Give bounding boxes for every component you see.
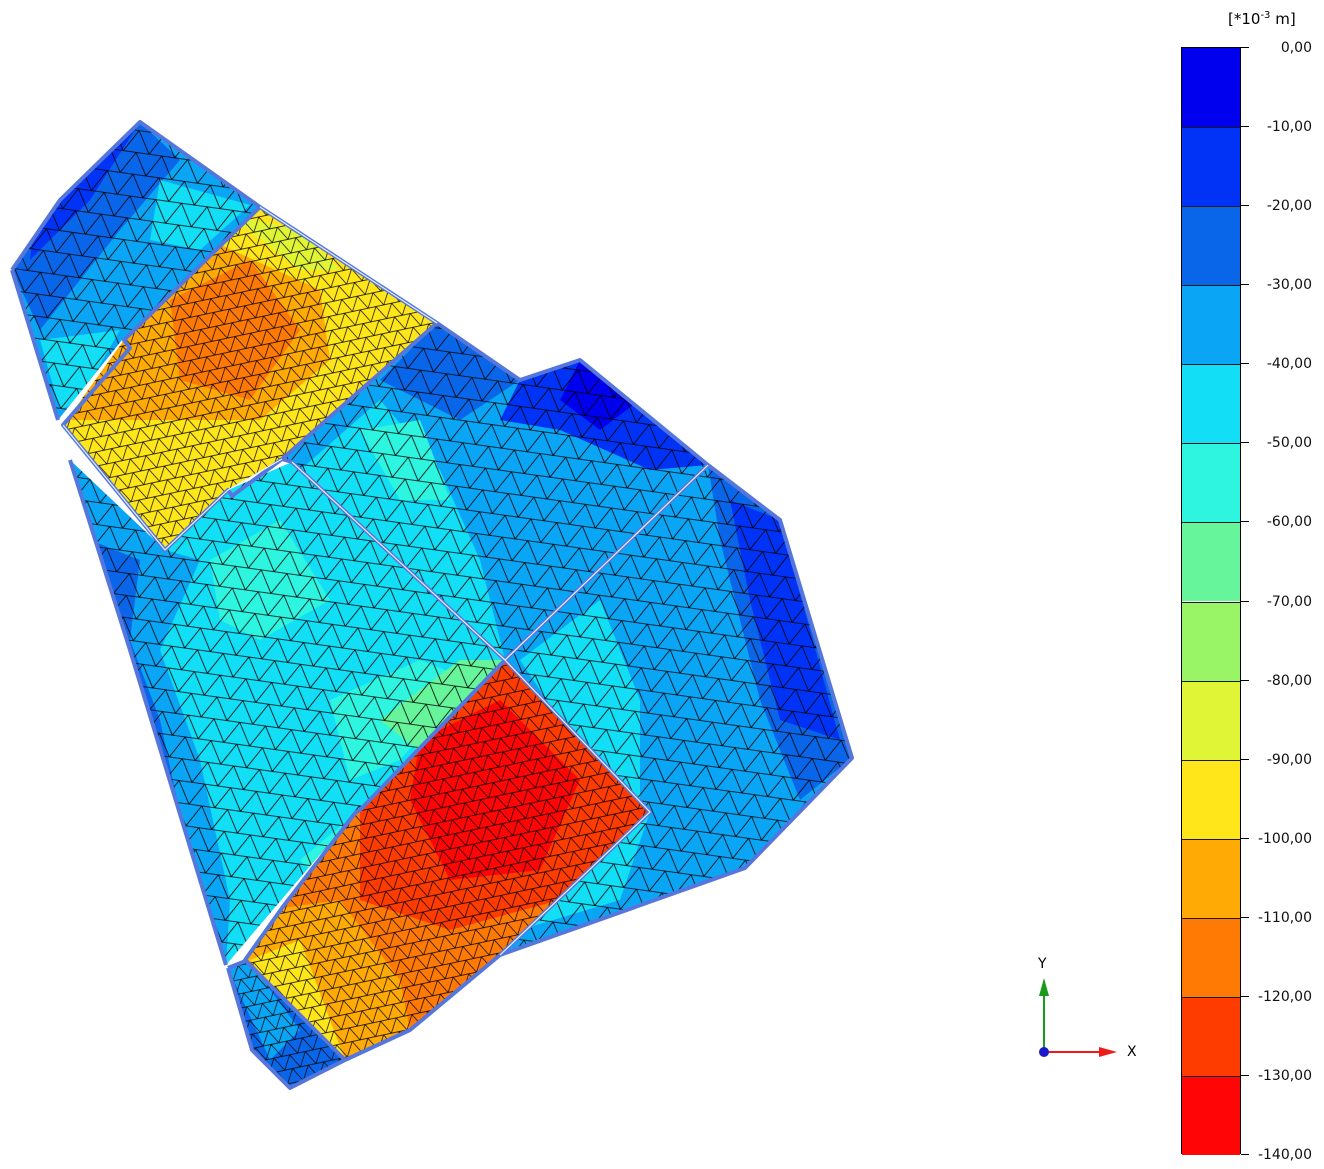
legend-band — [1182, 443, 1240, 523]
legend-tick — [1241, 600, 1249, 602]
legend-tick — [1241, 916, 1249, 918]
legend-label: -40,00 — [1266, 356, 1312, 373]
color-legend-bar — [1181, 47, 1241, 1155]
legend-label: -140,00 — [1257, 1147, 1312, 1163]
legend-band — [1182, 127, 1240, 207]
y-axis-label: Y — [1038, 956, 1047, 972]
legend-label: -20,00 — [1266, 198, 1312, 215]
legend-band — [1182, 206, 1240, 286]
legend-label: -110,00 — [1257, 909, 1312, 926]
legend-band — [1182, 601, 1240, 681]
legend-band — [1182, 838, 1240, 918]
legend-label: -130,00 — [1257, 1067, 1312, 1084]
legend-label: -50,00 — [1266, 435, 1312, 452]
legend-tick — [1241, 521, 1249, 523]
coordinate-axes — [1039, 978, 1117, 1057]
legend-tick — [1241, 205, 1249, 207]
legend-tick — [1241, 1154, 1249, 1155]
legend-unit-label: [*10-3 m] — [1228, 10, 1296, 28]
legend-tick — [1241, 837, 1249, 839]
legend-tick — [1241, 995, 1249, 997]
legend-band — [1182, 364, 1240, 444]
legend-label: -70,00 — [1266, 593, 1312, 610]
legend-tick — [1241, 758, 1249, 760]
legend-tick — [1241, 679, 1249, 681]
legend-band — [1182, 285, 1240, 365]
legend-label: -90,00 — [1266, 751, 1312, 768]
legend-tick — [1241, 363, 1249, 365]
legend-label: -120,00 — [1257, 988, 1312, 1005]
legend-label: -80,00 — [1266, 672, 1312, 689]
legend-tick — [1241, 126, 1249, 128]
legend-label: -10,00 — [1266, 119, 1312, 136]
legend-band — [1182, 522, 1240, 602]
legend-tick — [1241, 284, 1249, 286]
legend-band — [1182, 680, 1240, 760]
legend-band — [1182, 1075, 1240, 1155]
legend-band — [1182, 917, 1240, 997]
legend-band — [1182, 759, 1240, 839]
legend-band — [1182, 996, 1240, 1076]
legend-tick — [1241, 442, 1249, 444]
legend-band — [1182, 48, 1240, 128]
legend-label: -60,00 — [1266, 514, 1312, 531]
legend-label: -30,00 — [1266, 277, 1312, 294]
legend-tick — [1241, 1074, 1249, 1076]
legend-unit-prefix: [*10 — [1228, 10, 1261, 28]
y-axis-arrowhead — [1039, 978, 1049, 996]
legend-unit-suffix: m] — [1270, 10, 1296, 28]
legend-label: -100,00 — [1257, 830, 1312, 847]
z-axis-dot — [1039, 1047, 1049, 1057]
legend-label: 0,00 — [1280, 40, 1312, 56]
legend-tick — [1241, 47, 1249, 48]
x-axis-arrowhead — [1099, 1047, 1117, 1057]
legend-unit-exponent: -3 — [1260, 10, 1271, 21]
region-outline-highlights — [62, 206, 709, 956]
x-axis-label: X — [1127, 1044, 1137, 1060]
